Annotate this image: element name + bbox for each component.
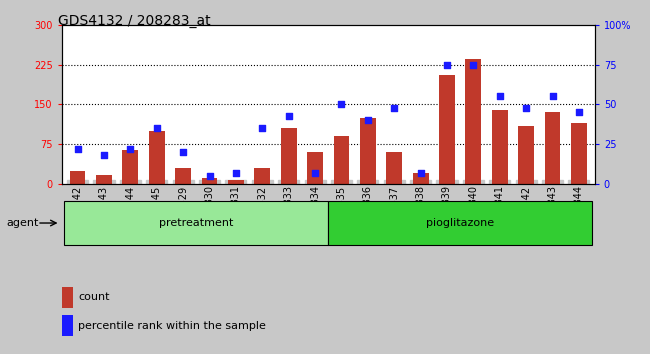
Point (495, 93, 505, 99)
Point (204, 173, 214, 179)
Point (363, 118, 373, 123)
Bar (518, 126, 534, 184)
Bar (176, 168, 191, 184)
Text: percentile rank within the sample: percentile rank within the sample (78, 321, 266, 331)
FancyBboxPatch shape (328, 201, 592, 245)
Bar (202, 178, 218, 184)
FancyBboxPatch shape (64, 201, 328, 245)
Bar (571, 123, 587, 184)
Bar (254, 168, 270, 184)
Point (99, 153, 109, 158)
Point (178, 149, 188, 155)
Text: agent: agent (6, 218, 39, 228)
Bar (122, 149, 138, 184)
Point (389, 105, 399, 110)
Bar (281, 128, 296, 184)
Point (336, 102, 346, 107)
Point (415, 170, 426, 176)
Point (521, 105, 531, 110)
Bar (96, 175, 112, 184)
Point (547, 93, 558, 99)
Point (442, 62, 452, 67)
Text: GDS4132 / 208283_at: GDS4132 / 208283_at (58, 14, 211, 28)
Point (468, 62, 478, 67)
Bar (228, 180, 244, 184)
Bar (492, 110, 508, 184)
Point (231, 170, 241, 176)
Point (310, 170, 320, 176)
Bar (360, 118, 376, 184)
Text: pretreatment: pretreatment (159, 218, 233, 228)
Point (574, 110, 584, 115)
Text: count: count (78, 292, 109, 302)
Point (151, 125, 162, 131)
Point (257, 125, 268, 131)
Bar (413, 173, 428, 184)
Point (283, 113, 294, 118)
Bar (439, 75, 455, 184)
Point (72, 146, 83, 152)
Bar (386, 152, 402, 184)
Bar (333, 136, 349, 184)
Bar (465, 59, 481, 184)
Bar (149, 131, 164, 184)
Bar (307, 152, 323, 184)
Point (125, 146, 136, 152)
Text: pioglitazone: pioglitazone (426, 218, 494, 228)
Bar (70, 171, 86, 184)
Bar (545, 113, 560, 184)
